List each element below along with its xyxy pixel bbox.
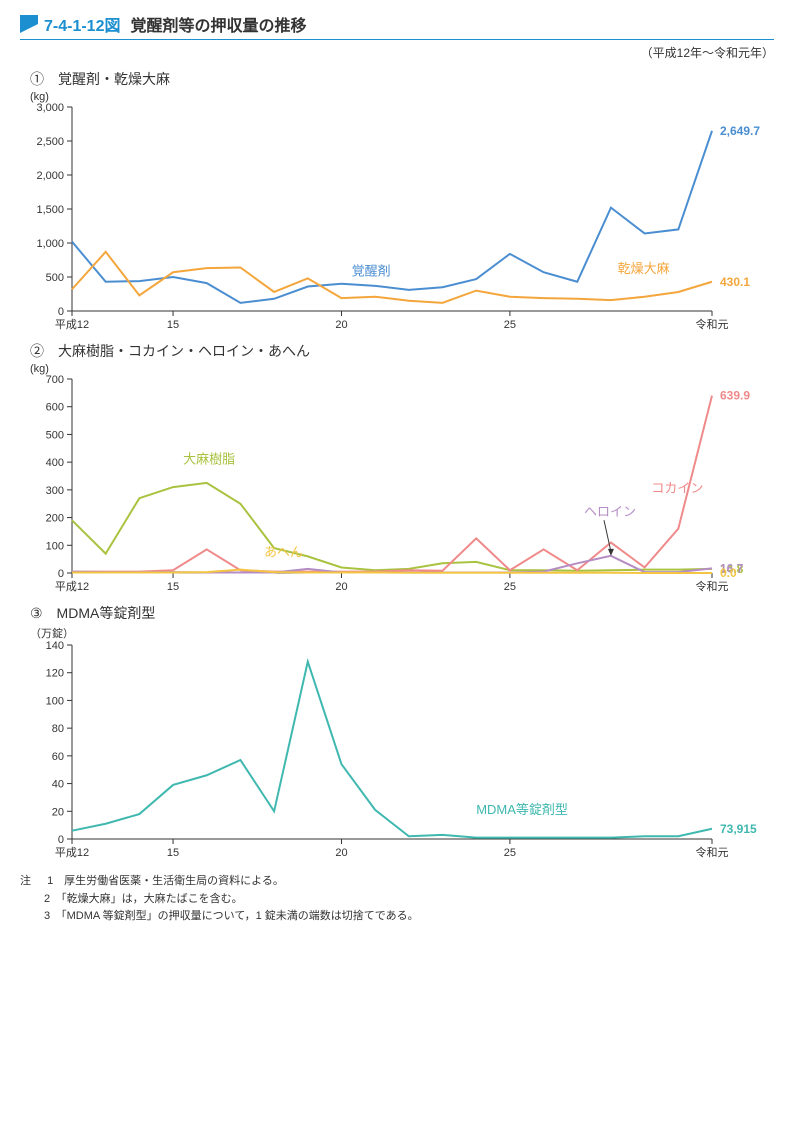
svg-text:令和元: 令和元 <box>696 579 729 593</box>
chart3: 0 20 40 60 80 100 120 140 平成12 15 20 25 令和元 73,915 MDM… <box>20 641 774 861</box>
svg-text:1,500: 1,500 <box>36 204 64 216</box>
chart2-ylabel: (kg) <box>30 363 774 375</box>
chart3-ylabel: （万錠） <box>30 625 774 641</box>
chart3-subtitle: ③ MDMA等錠剤型 <box>30 603 774 623</box>
endlabel-kakuseizai: 2,649.7 <box>720 124 760 138</box>
endlabel-mdma: 73,915 <box>720 822 757 836</box>
svg-text:0: 0 <box>58 568 64 580</box>
chart1-ylabel: (kg) <box>30 91 774 103</box>
svg-text:200: 200 <box>46 513 64 525</box>
svg-text:600: 600 <box>46 402 64 414</box>
svg-text:100: 100 <box>46 695 64 707</box>
svg-text:40: 40 <box>52 779 64 791</box>
svg-text:1,000: 1,000 <box>36 238 64 250</box>
chart2: 0100200300400500600700平成12152025令和元14.8大… <box>20 375 774 595</box>
svg-text:0: 0 <box>58 306 64 318</box>
svg-text:15: 15 <box>167 847 179 859</box>
svg-text:2,500: 2,500 <box>36 136 64 148</box>
inlinelabel-cocaine: コカイン <box>651 481 703 496</box>
endlabel-kansou: 430.1 <box>720 275 750 289</box>
note-2: 2 「乾燥大麻」は，大麻たばこを含む。 <box>44 893 243 905</box>
svg-text:20: 20 <box>52 806 64 818</box>
notes: 注 1 厚生労働省医薬・生活衛生局の資料による。 2 「乾燥大麻」は，大麻たばこ… <box>20 873 774 926</box>
svg-text:120: 120 <box>46 668 64 680</box>
chart1: 0 500 1,000 1,500 2,000 2,500 3,000 平成12 15 20 25 令… <box>20 103 774 333</box>
svg-text:60: 60 <box>52 751 64 763</box>
svg-text:0: 0 <box>58 834 64 846</box>
svg-text:3,000: 3,000 <box>36 103 64 114</box>
endlabel-cocaine: 639.9 <box>720 389 750 403</box>
chart2-subtitle: ② 大麻樹脂・コカイン・ヘロイン・あへん <box>30 341 774 361</box>
header-triangle-icon <box>20 15 38 33</box>
inlinelabel-opium: あへん <box>264 544 303 559</box>
svg-text:25: 25 <box>504 847 516 859</box>
svg-text:2,000: 2,000 <box>36 170 64 182</box>
svg-text:平成12: 平成12 <box>55 318 89 331</box>
svg-text:25: 25 <box>504 319 516 331</box>
svg-text:令和元: 令和元 <box>696 845 729 859</box>
note-1: 1 厚生労働省医薬・生活衛生局の資料による。 <box>47 875 284 887</box>
series-kakuseizai <box>72 131 712 303</box>
svg-text:100: 100 <box>46 540 64 552</box>
series-mdma <box>72 662 712 838</box>
inlinelabel-heroin: ヘロイン <box>584 504 636 519</box>
chart1-subtitle: ① 覚醒剤・乾燥大麻 <box>30 69 774 89</box>
svg-text:20: 20 <box>335 847 347 859</box>
svg-text:20: 20 <box>335 581 347 593</box>
figure-title: 覚醒剤等の押収量の推移 <box>130 12 306 36</box>
svg-text:令和元: 令和元 <box>696 317 729 331</box>
svg-text:平成12: 平成12 <box>55 580 89 593</box>
svg-text:80: 80 <box>52 723 64 735</box>
figure-number: 7-4-1-12図 <box>44 12 120 36</box>
notes-lead: 注 <box>20 873 44 891</box>
inlinelabel-kakuseizai: 覚醒剤 <box>352 264 391 279</box>
svg-text:20: 20 <box>335 319 347 331</box>
inlinelabel-mdma: MDMA等錠剤型 <box>476 802 568 817</box>
period-text: （平成12年～令和元年） <box>20 44 774 61</box>
inlinelabel-kansou: 乾燥大麻 <box>618 261 670 276</box>
series-cocaine <box>72 396 712 572</box>
svg-text:700: 700 <box>46 375 64 386</box>
note-3: 3 「MDMA 等錠剤型」の押収量について，1 錠未満の端数は切捨てである。 <box>44 910 419 922</box>
svg-text:15: 15 <box>167 319 179 331</box>
svg-text:400: 400 <box>46 457 64 469</box>
svg-text:300: 300 <box>46 485 64 497</box>
svg-text:25: 25 <box>504 581 516 593</box>
svg-text:平成12: 平成12 <box>55 846 89 859</box>
endlabel-opium: 0.0 <box>720 566 737 580</box>
svg-text:500: 500 <box>46 429 64 441</box>
svg-text:500: 500 <box>46 272 64 284</box>
figure-header: 7-4-1-12図 覚醒剤等の押収量の推移 <box>20 12 774 40</box>
svg-text:15: 15 <box>167 581 179 593</box>
svg-text:140: 140 <box>46 641 64 652</box>
inlinelabel-resin: 大麻樹脂 <box>183 452 235 467</box>
